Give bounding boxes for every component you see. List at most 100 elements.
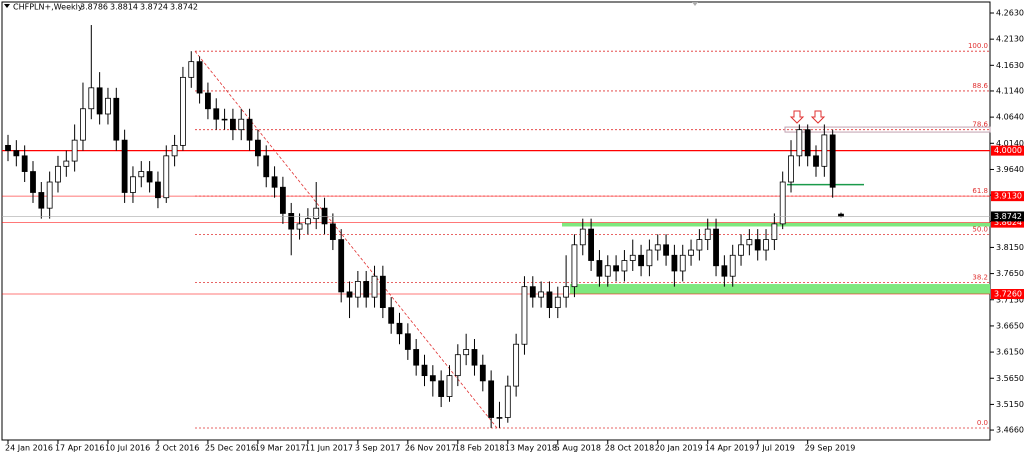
x-tick-label: 17 Apr 2016 — [55, 444, 104, 453]
fib-label: 38.2 — [972, 273, 988, 281]
y-tick-label: 4.1630 — [996, 61, 1024, 70]
y-tick-label: 4.1140 — [996, 86, 1024, 95]
candle-body — [796, 129, 803, 157]
candle-body — [21, 155, 28, 172]
fib-label: 88.6 — [972, 82, 988, 90]
candle-body — [788, 155, 794, 183]
y-tick-label: 4.0640 — [996, 113, 1024, 122]
candle-body — [363, 281, 370, 298]
fib-label: 100.0 — [968, 42, 988, 50]
candle-body — [646, 249, 653, 267]
y-tick-label: 3.7650 — [996, 269, 1024, 278]
level-label: 3.9130 — [994, 192, 1022, 201]
fib-label: 78.6 — [972, 121, 988, 129]
candle-body — [654, 244, 661, 251]
candle-body — [246, 118, 253, 141]
x-tick-label: 3 Sep 2017 — [355, 444, 401, 453]
y-tick-label: 4.2130 — [996, 35, 1024, 44]
candle-body — [504, 385, 511, 418]
x-tick-label: 5 Aug 2018 — [555, 444, 601, 453]
x-tick-label: 28 Oct 2018 — [605, 444, 654, 453]
candle-body — [263, 155, 270, 178]
candle-body — [388, 307, 395, 324]
candle-body — [563, 286, 570, 298]
level-box — [991, 145, 1024, 156]
candle-body — [696, 239, 703, 251]
candle-body — [196, 61, 203, 94]
arrow — [810, 110, 826, 124]
candle-body — [713, 228, 719, 267]
candle-body — [554, 296, 561, 309]
candle-body — [804, 129, 811, 157]
level-box — [991, 289, 1024, 299]
candle-body — [304, 218, 311, 225]
candle-body — [471, 349, 478, 366]
candle-body — [5, 144, 11, 152]
price-label: 3.8742 — [994, 212, 1022, 221]
candle-body — [621, 260, 628, 272]
candle-body — [105, 97, 111, 115]
candle-body — [279, 186, 286, 214]
candle-body — [596, 260, 603, 277]
y-tick-label: 3.9640 — [996, 165, 1024, 174]
candle-body — [296, 223, 303, 230]
candle-body — [704, 228, 711, 240]
candle-body — [571, 244, 578, 288]
fib-label: 50.0 — [972, 225, 988, 233]
candle-body — [354, 281, 361, 298]
candle-body — [746, 239, 753, 246]
candle-body — [271, 176, 278, 188]
candle-body — [404, 333, 411, 350]
candle-body — [371, 275, 378, 298]
candle-body — [180, 76, 186, 146]
trend-line — [194, 50, 498, 429]
candle-body — [738, 244, 744, 256]
candle-body — [496, 417, 503, 419]
candle-body — [130, 176, 136, 193]
ohlc-low: 3.8724 — [140, 3, 168, 12]
candle-body — [221, 118, 228, 121]
candle-body — [188, 61, 195, 78]
level-box — [991, 191, 1024, 202]
ohlc-high: 3.8814 — [110, 3, 138, 12]
x-tick-label: 29 Sep 2019 — [805, 444, 856, 453]
candle-body — [679, 254, 686, 272]
arrow — [789, 110, 805, 124]
candle-body — [521, 286, 528, 345]
y-tick-label: 3.6650 — [996, 321, 1024, 330]
candle-body — [529, 286, 536, 298]
arrows — [789, 110, 826, 124]
x-tick-label: 26 Nov 2017 — [405, 444, 456, 453]
candle-body — [513, 343, 520, 387]
x-tick-label: 11 Jun 2017 — [305, 444, 353, 453]
resistance-band — [784, 126, 991, 133]
x-tick-label: 25 Dec 2016 — [205, 444, 256, 453]
candle-body — [438, 380, 445, 397]
candle-body — [813, 155, 819, 167]
y-tick-label: 3.5150 — [996, 400, 1024, 409]
candle-body — [213, 108, 220, 120]
candle-body — [13, 150, 20, 157]
candle-body — [588, 228, 594, 261]
y-tick-label: 3.5650 — [996, 374, 1024, 383]
y-tick-label: 3.8150 — [996, 243, 1024, 252]
candle-body — [479, 364, 486, 382]
candle-body — [488, 380, 495, 418]
y-tick-label: 3.6150 — [996, 348, 1024, 357]
plot-area — [1, 1, 991, 441]
symbol: CHFPLN+,Weekly — [13, 3, 83, 12]
candle-body — [463, 349, 470, 356]
level-label: 4.0000 — [994, 146, 1022, 155]
candle-body — [30, 171, 36, 193]
candle-body — [205, 92, 211, 110]
candle-body — [763, 239, 769, 251]
candle-body — [171, 144, 178, 157]
candle-body — [454, 354, 461, 377]
candle-body — [155, 181, 161, 199]
candle-body — [238, 118, 245, 131]
candle-body — [663, 244, 669, 256]
candle-body — [346, 291, 353, 298]
candle-body — [230, 118, 236, 131]
candle-body — [446, 375, 453, 397]
